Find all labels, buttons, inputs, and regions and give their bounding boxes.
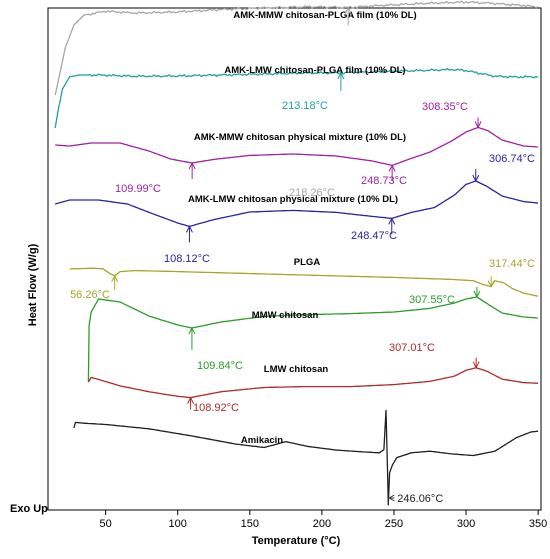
x-tick-label: 100: [169, 518, 187, 530]
annotation-label: 108.12°C: [164, 253, 210, 265]
x-tick-label: 50: [100, 518, 112, 530]
series-line: [87, 367, 539, 399]
annotation-arrowhead: [188, 161, 196, 170]
exo-up-note: Exo Up: [10, 503, 48, 515]
series-label: MMW chitosan: [252, 310, 319, 321]
annotation-arrowhead: [472, 174, 480, 183]
series-line: [54, 67, 539, 129]
annotation-arrowhead: [337, 71, 345, 80]
series-label: LMW chitosan: [264, 364, 329, 375]
annotation-arrowhead: [185, 225, 193, 233]
annotation-arrowhead: [388, 164, 396, 172]
series-0: AMK-MMW chitosan-PLGA film (10% DL) 218.2…: [54, 0, 539, 199]
annotation-label: 218.26°C: [289, 187, 335, 199]
annotation-label: 317.44°C: [489, 258, 535, 270]
annotation-arrowhead: [473, 290, 481, 299]
series-label: AMK-LMW chitosan physical mixture (10% D…: [188, 194, 398, 205]
series-line: [55, 180, 539, 228]
x-tick-label: 150: [241, 518, 259, 530]
annotation-arrowhead: [389, 494, 395, 502]
series-label: Amikacin: [241, 435, 283, 446]
series-label: AMK-MMW chitosan-PLGA film (10% DL): [233, 10, 416, 21]
annotation-label: 109.84°C: [197, 360, 243, 372]
x-tick-label: 300: [457, 518, 475, 530]
annotation-arrowhead: [111, 274, 119, 282]
series-line: [54, 0, 539, 96]
x-tick-label: 200: [313, 518, 331, 530]
series-line: [73, 409, 539, 506]
annotation-arrow: [387, 497, 395, 505]
annotation-label: 306.74°C: [489, 153, 535, 165]
annotation-arrowhead: [487, 280, 495, 288]
annotation-arrowhead: [388, 217, 396, 225]
annotation-label: 56.26°C: [70, 289, 110, 301]
annotation-label: 108.92°C: [193, 402, 239, 414]
annotation-label: 213.18°C: [282, 100, 328, 112]
annotation-arrowhead: [188, 326, 196, 335]
y-axis-label: Heat Flow (W/g): [27, 243, 39, 326]
series-2: AMK-MMW chitosan physical mixture (10% D…: [55, 101, 539, 195]
annotation-label: 248.47°C: [351, 230, 397, 242]
annotation-arrowhead: [472, 361, 480, 369]
series-5: MMW chitosan 109.84°C 307.55°C: [87, 287, 539, 383]
series-3: AMK-LMW chitosan physical mixture (10% D…: [55, 153, 539, 265]
x-axis: 50 100 150 200 250 300 350: [100, 510, 547, 530]
annotation-arrowhead: [187, 396, 195, 404]
annotation-arrowhead: [474, 121, 482, 129]
annotation-label: 308.35°C: [422, 101, 468, 113]
annotation-arrowhead: [344, 6, 352, 14]
series-7: Amikacin 246.06°C: [73, 409, 539, 506]
series-line: [55, 126, 539, 167]
curves-layer: AMK-MMW chitosan-PLGA film (10% DL) 218.2…: [54, 0, 539, 506]
annotation-label: 246.06°C: [397, 493, 443, 505]
annotation-label: 109.99°C: [115, 183, 161, 195]
series-4: PLGA 56.26°C 317.44°C: [69, 257, 539, 301]
series-label: AMK-LMW chitosan-PLGA film (10% DL): [224, 65, 405, 76]
series-line: [69, 267, 539, 297]
series-line: [87, 296, 539, 383]
x-tick-label: 350: [529, 518, 547, 530]
annotation-label: 307.55°C: [409, 294, 455, 306]
x-axis-label: Temperature (°C): [252, 535, 341, 547]
x-tick-label: 250: [385, 518, 403, 530]
series-1: AMK-LMW chitosan-PLGA film (10% DL) 213.1…: [54, 65, 539, 129]
plot-frame: [47, 7, 542, 511]
series-6: LMW chitosan 108.92°C 307.01°C: [87, 342, 539, 414]
series-label: PLGA: [294, 257, 321, 268]
series-label: AMK-MMW chitosan physical mixture (10% D…: [194, 132, 406, 143]
annotation-label: 307.01°C: [389, 342, 435, 354]
annotation-label: 248.73°C: [361, 175, 407, 187]
